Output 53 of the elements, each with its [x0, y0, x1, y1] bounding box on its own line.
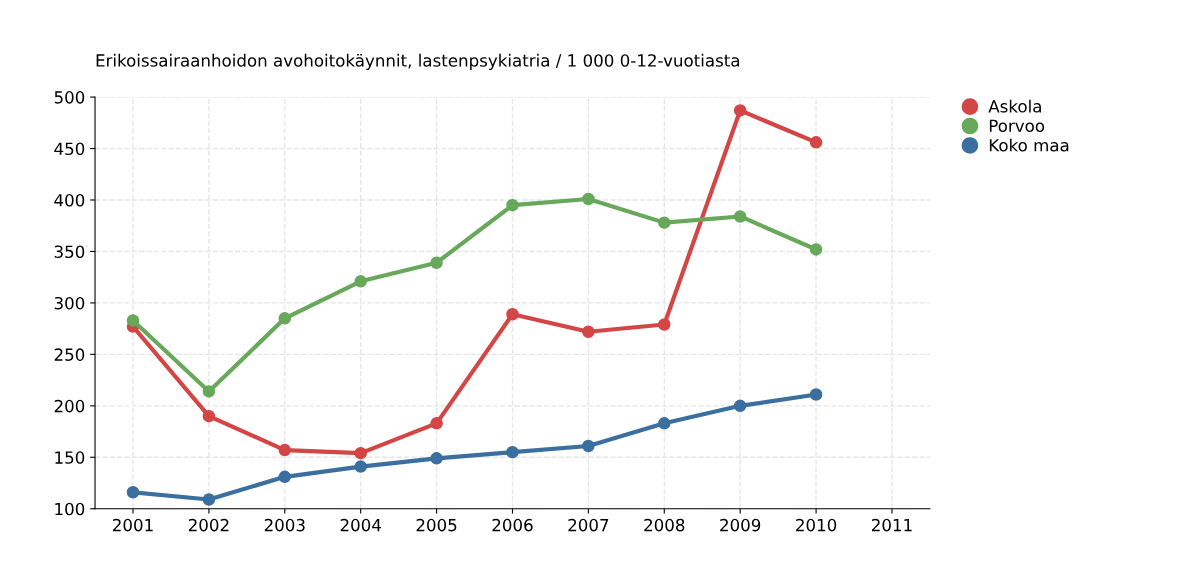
x-tick-label: 2010 [796, 518, 837, 532]
point [430, 256, 443, 270]
point [658, 216, 671, 229]
point [278, 470, 292, 484]
x-tick-label: 2005 [416, 518, 457, 532]
point [126, 314, 140, 327]
legend-label: Askola [988, 99, 1041, 113]
y-tick-label: 450 [54, 142, 85, 156]
y-tick-label: 300 [54, 296, 85, 310]
y-tick-label: 150 [55, 451, 85, 464]
x-tick-label: 2007 [568, 518, 609, 532]
point [506, 198, 519, 212]
point [809, 388, 823, 401]
point [733, 399, 747, 413]
point [658, 318, 671, 331]
point [733, 104, 747, 117]
point [809, 136, 823, 149]
point [733, 210, 747, 223]
x-tick-label: 2006 [492, 518, 533, 532]
x-tick-label: 2008 [644, 518, 685, 532]
y-tick-label: 350 [54, 245, 85, 259]
point [430, 452, 443, 465]
point [126, 486, 140, 499]
x-tick-label: 2009 [720, 518, 761, 532]
point [582, 439, 595, 453]
point [658, 417, 671, 430]
x-tick-label: 2011 [871, 518, 912, 532]
y-tick-label: 200 [54, 399, 85, 413]
point [354, 446, 367, 460]
y-tick-label: 250 [54, 348, 85, 361]
y-tick-label: 400 [54, 193, 85, 207]
point [506, 307, 519, 321]
point [202, 409, 216, 423]
y-tick-label: 500 [54, 91, 85, 104]
point [430, 417, 443, 430]
point [506, 445, 519, 459]
point [582, 192, 595, 206]
x-tick-label: 2001 [113, 518, 153, 532]
chart-title: Erikoissairaanhoidon avohoitokäynnit, lastenpsykiatria / 1 000 0-12-vuotiasta [96, 53, 739, 70]
x-tick-label: 2002 [188, 518, 229, 532]
x-tick-label: 2004 [340, 518, 381, 532]
point [809, 243, 823, 256]
point [582, 325, 595, 338]
x-tick-label: 2003 [264, 518, 305, 532]
legend-label: Koko maa [989, 138, 1069, 152]
point [354, 275, 367, 288]
y-tick-label: 100 [55, 502, 85, 516]
point [202, 493, 216, 506]
point [278, 312, 292, 325]
point [278, 443, 292, 457]
point [202, 385, 216, 398]
legend-label: Porvoo [989, 119, 1045, 133]
point [354, 460, 367, 473]
